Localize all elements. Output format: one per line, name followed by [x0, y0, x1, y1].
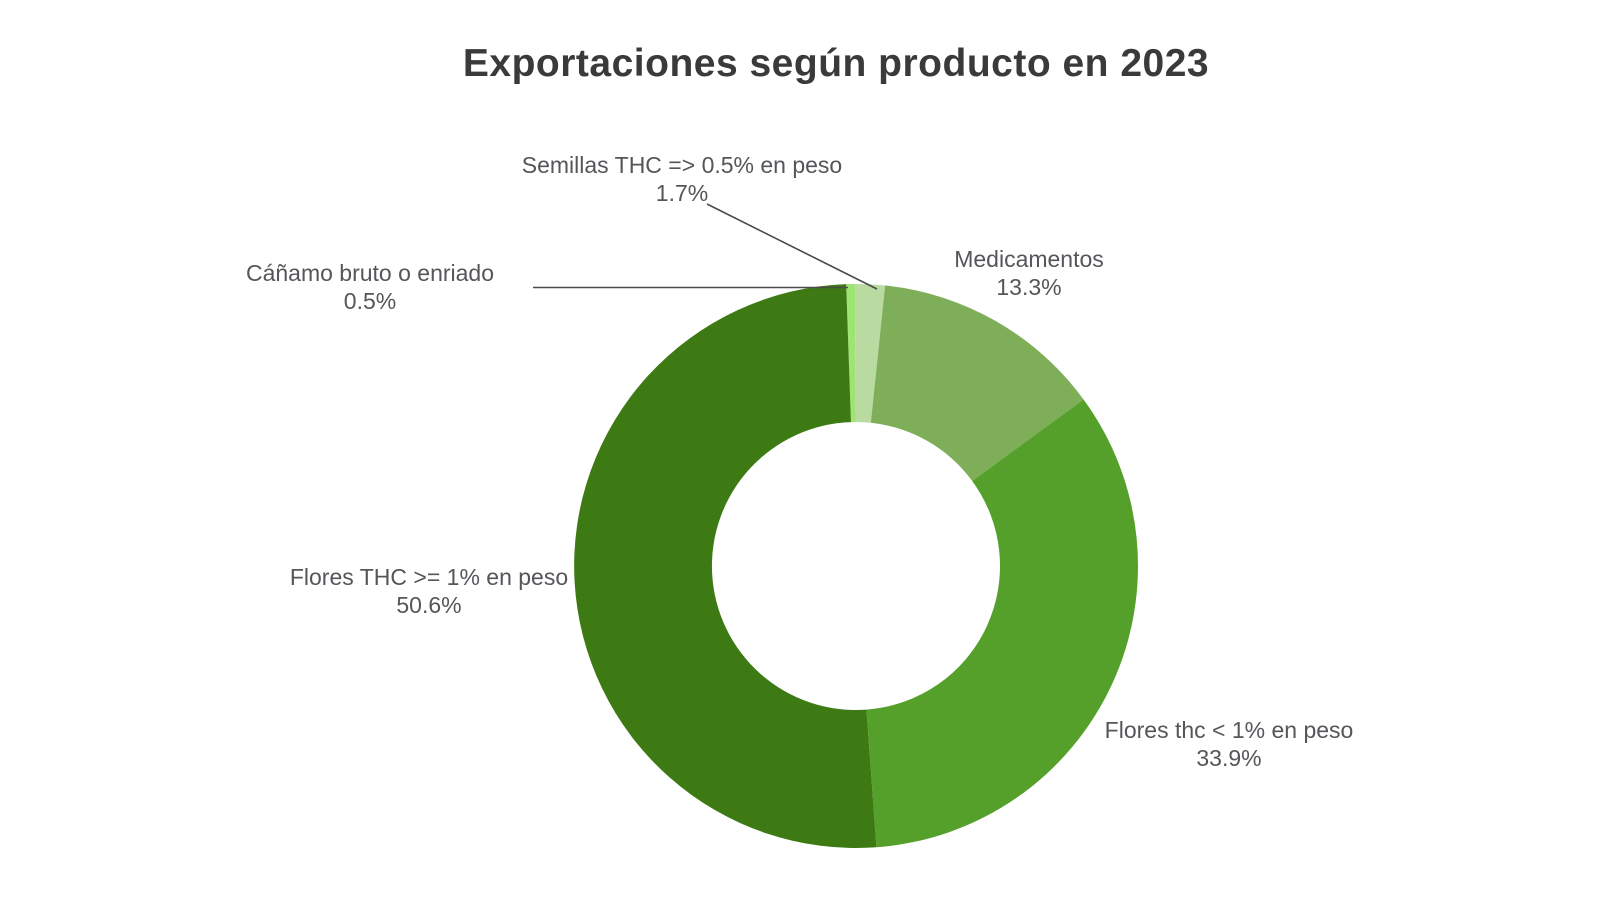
slice-pct-text: 33.9%: [1196, 745, 1262, 771]
chart-title: Exportaciones según producto en 2023: [462, 42, 1210, 85]
slice-pct-text: 50.6%: [396, 592, 462, 618]
slice-label-text: Semillas THC => 0.5% en peso: [521, 152, 843, 178]
slice-pct-text: 1.7%: [655, 180, 709, 206]
slice-label-text: Flores THC >= 1% en peso: [289, 564, 569, 590]
donut-slice-2[interactable]: [855, 283, 886, 423]
slice-label-medicamentos: Medicamentos 13.3%: [954, 245, 1104, 301]
donut-slice-1[interactable]: [846, 284, 856, 423]
slice-label-flores-lt-1: Flores thc < 1% en peso 33.9%: [1105, 716, 1354, 772]
donut-slice-4[interactable]: [866, 399, 1138, 848]
leader-line-semillas: [706, 203, 878, 290]
slice-label-text: Flores thc < 1% en peso: [1104, 717, 1354, 743]
donut-slices: [574, 283, 1138, 848]
slice-label-semillas: Semillas THC => 0.5% en peso 1.7%: [522, 151, 842, 207]
slice-label-text: Medicamentos: [954, 246, 1104, 272]
donut-slice-3[interactable]: [870, 285, 1084, 481]
slice-label-text: Cáñamo bruto o enriado: [245, 260, 495, 286]
slice-label-canamo: Cáñamo bruto o enriado 0.5%: [246, 259, 494, 315]
slice-pct-text: 13.3%: [996, 274, 1062, 300]
slice-label-flores-ge-1: Flores THC >= 1% en peso 50.6%: [290, 563, 568, 619]
donut-slice-5[interactable]: [574, 284, 877, 848]
slice-pct-text: 0.5%: [343, 288, 397, 314]
